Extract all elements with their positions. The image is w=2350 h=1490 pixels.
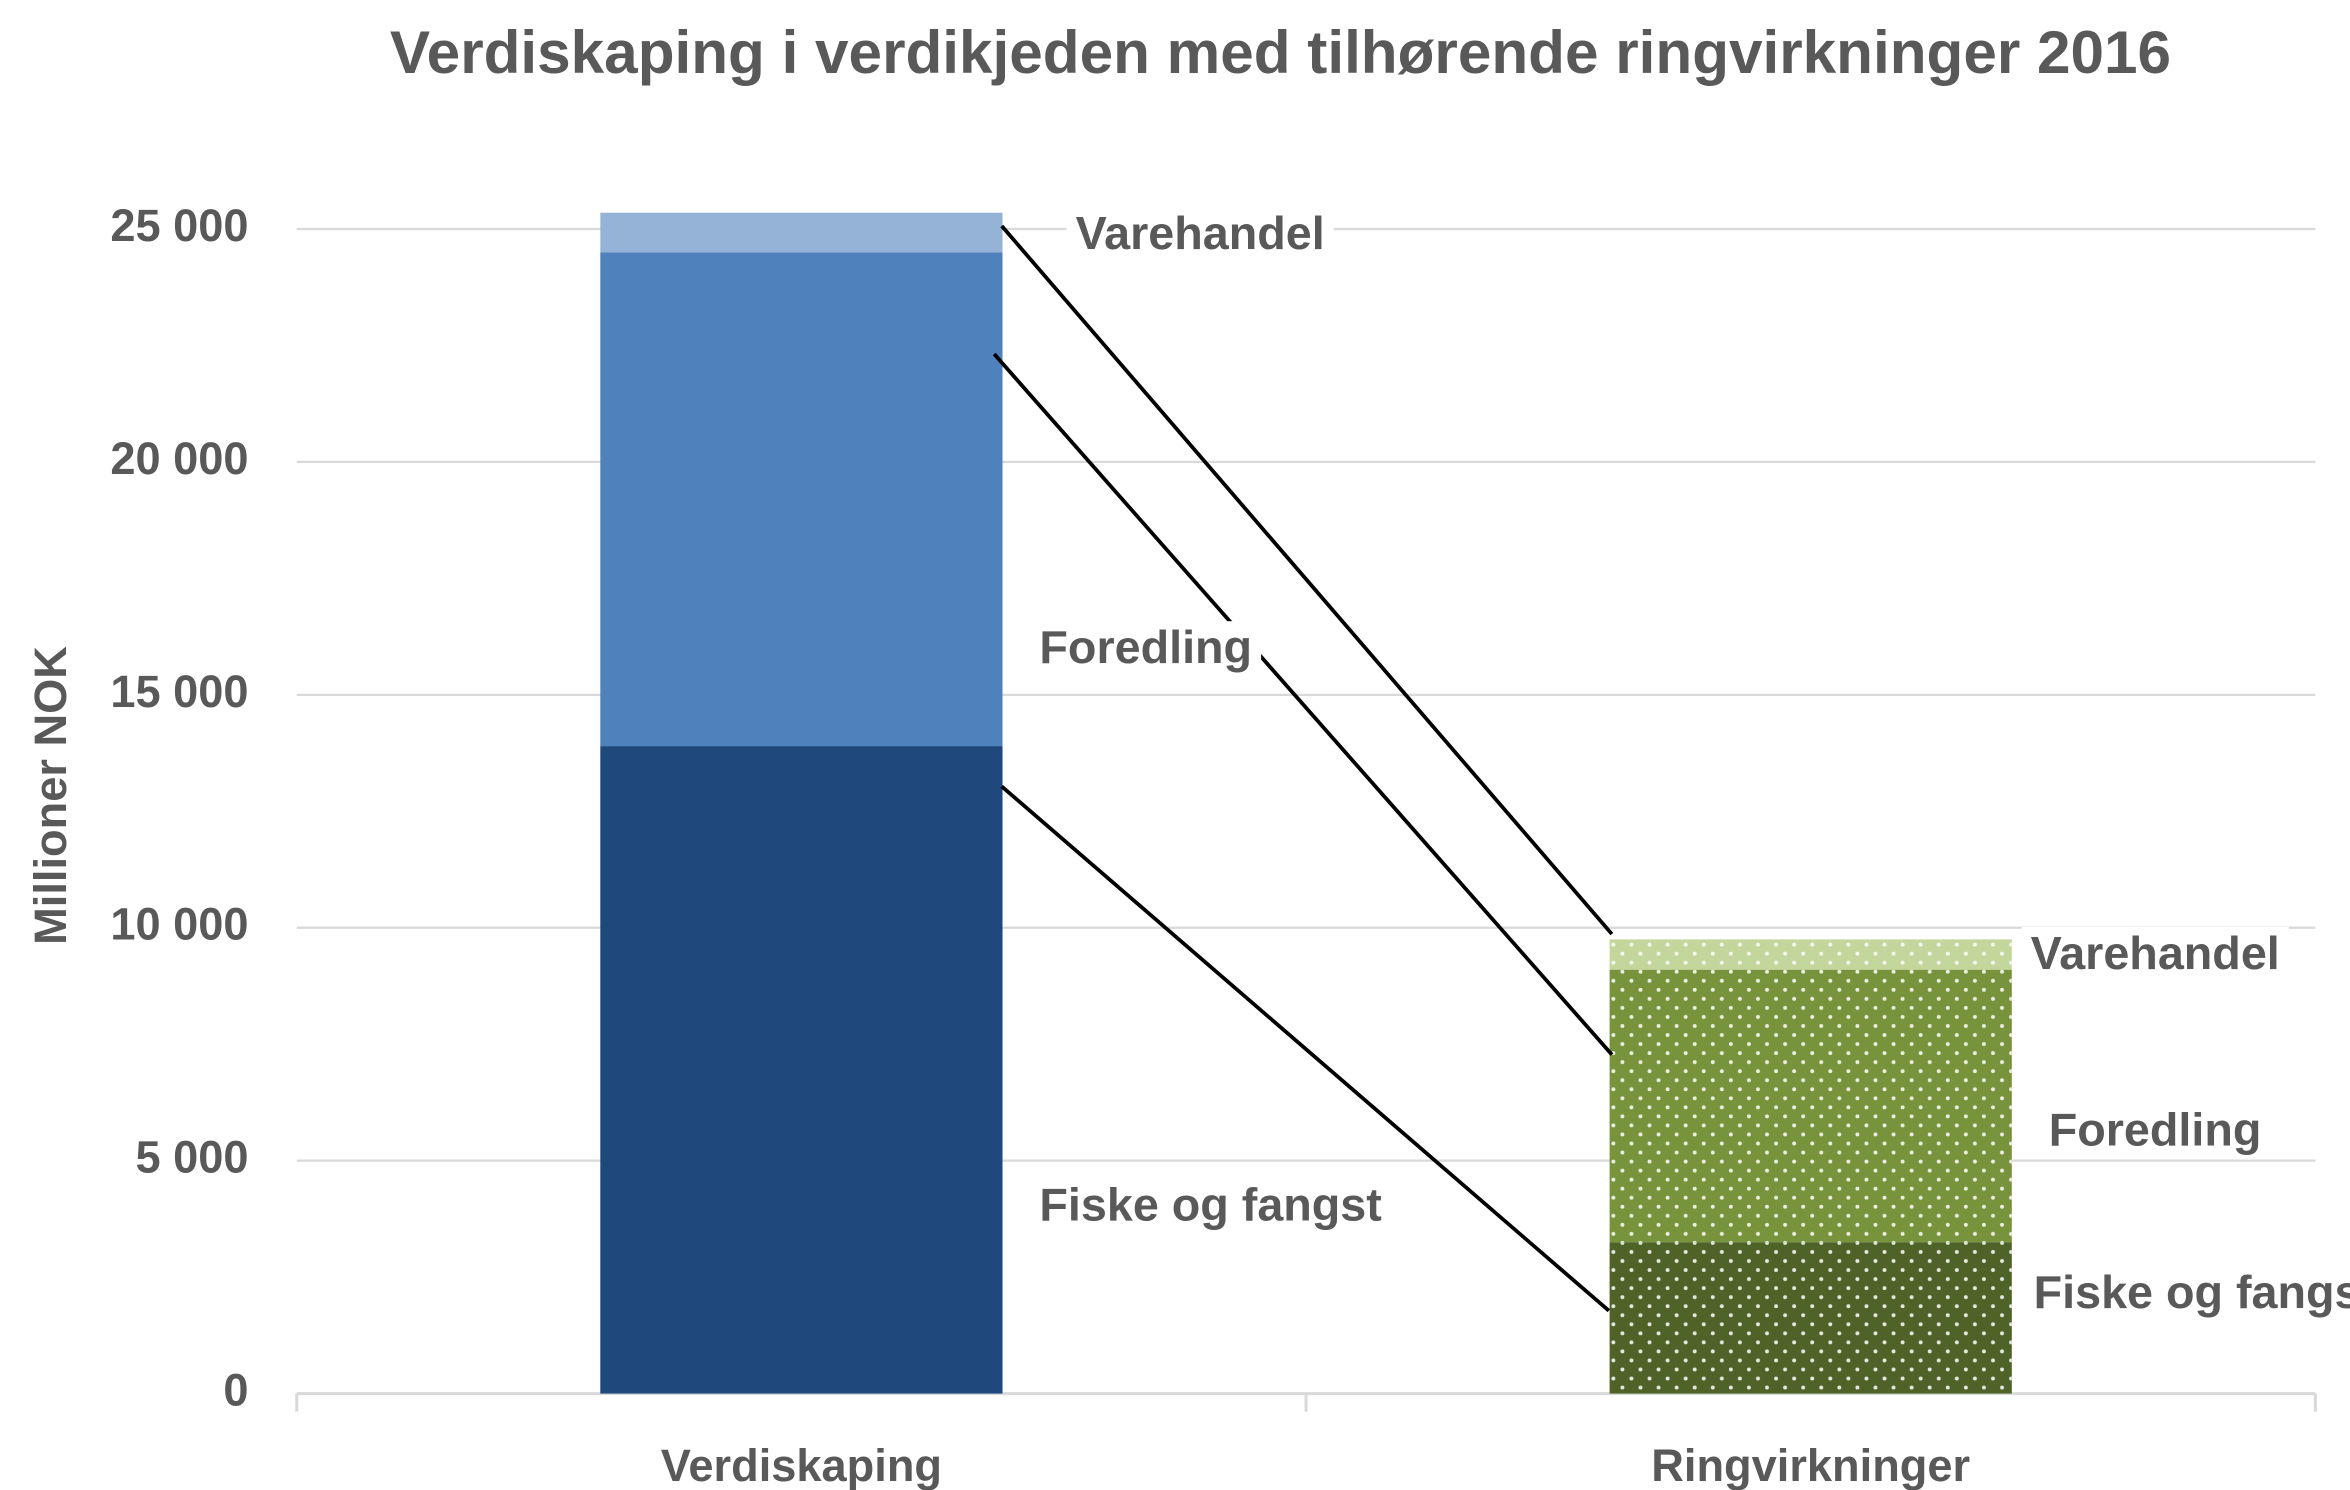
- label-background: [1030, 1178, 1391, 1231]
- segment-label: Fiske og fangst: [2034, 1266, 2350, 1318]
- bar-pattern: [1609, 1242, 2012, 1394]
- y-tick-label: 25 000: [110, 200, 248, 251]
- segment-label: Varehandel: [2031, 927, 2280, 979]
- y-axis-label: Millioner NOK: [25, 646, 76, 945]
- connector-line: [992, 352, 1614, 1056]
- connectors: [992, 224, 1614, 1313]
- y-tick-label: 5 000: [135, 1132, 248, 1183]
- segment-label: Fiske og fangst: [1039, 1179, 1381, 1231]
- label-background: [2024, 1265, 2350, 1318]
- label-background: [1030, 621, 1262, 674]
- label-background: [2021, 927, 2289, 980]
- labels: Verdiskaping Fiske og fangst Foredling Vare…: [661, 206, 2350, 1490]
- connector-line: [1000, 785, 1611, 1313]
- x-tick-label: Verdiskaping: [661, 1440, 942, 1490]
- marks: [600, 212, 2012, 1394]
- bar-segment: [600, 212, 1003, 253]
- connector-line: [1000, 224, 1614, 936]
- label-background: [2039, 1103, 2271, 1156]
- bar-pattern: [1609, 939, 2012, 970]
- label-background: [1066, 206, 1334, 259]
- bar-segment: [600, 252, 1003, 747]
- chart-title: Verdiskaping i verdikjeden med tilhørend…: [390, 18, 2171, 86]
- segment-label: Foredling: [1039, 621, 1252, 673]
- y-tick-label: 0: [223, 1365, 248, 1416]
- y-tick-label: 20 000: [110, 433, 248, 484]
- x-tick-label: Ringvirkninger: [1651, 1440, 1970, 1490]
- y-tick-label: 15 000: [110, 666, 248, 717]
- bar-pattern: [1609, 969, 2012, 1243]
- segment-label: Foredling: [2049, 1103, 2262, 1155]
- bar-segment: [600, 746, 1003, 1394]
- segment-label: Varehandel: [1076, 207, 1325, 259]
- y-tick-label: 10 000: [110, 899, 248, 950]
